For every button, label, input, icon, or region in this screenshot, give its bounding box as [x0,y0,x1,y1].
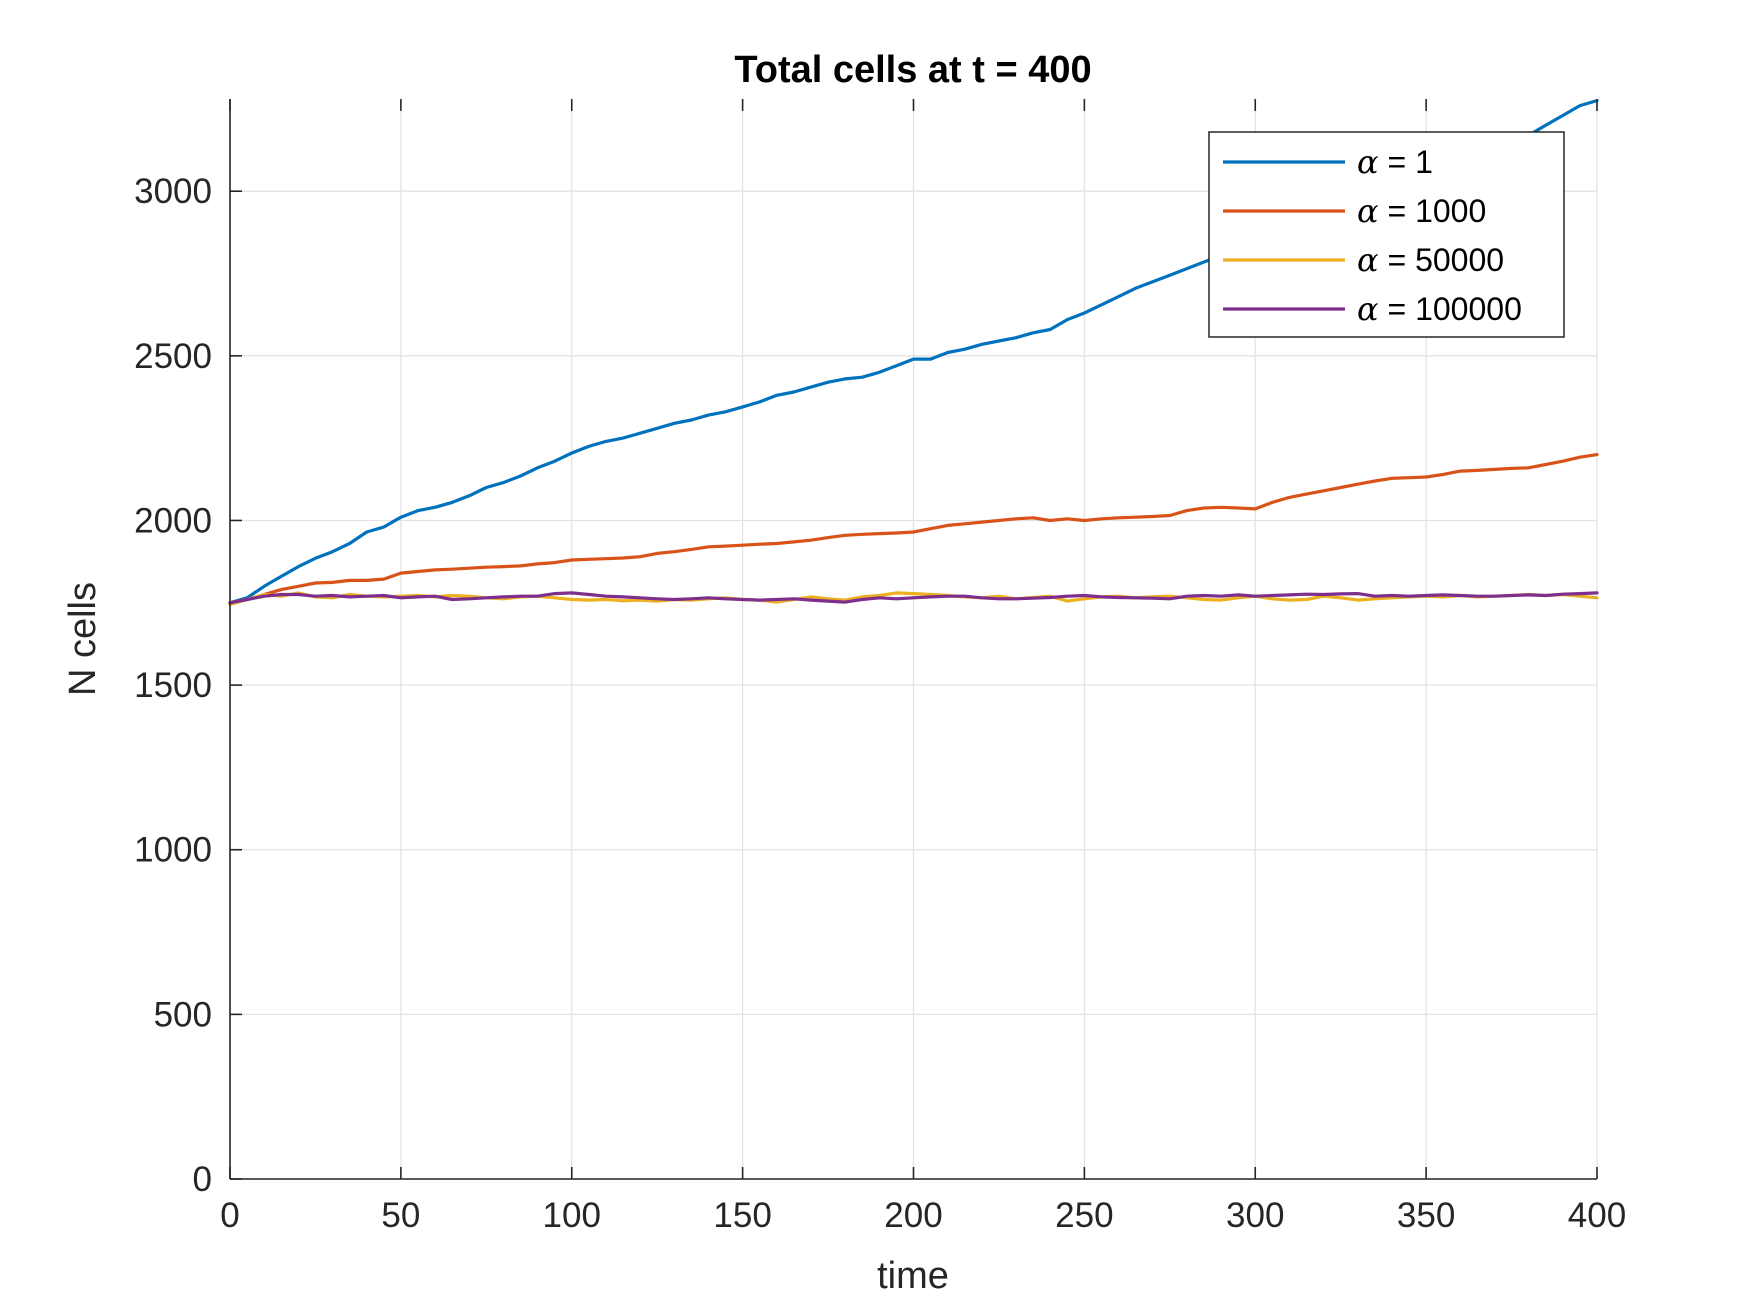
ticks: 0 50 100 150 200 250 300 350 400 0 500 1000 1500 2000… [134,99,1626,1235]
x-tick-label: 50 [381,1196,420,1235]
x-tick-label: 350 [1397,1196,1455,1235]
x-tick-label: 100 [543,1196,601,1235]
legend-entry-label: α = 50000 [1357,241,1504,279]
x-tick-label: 400 [1568,1196,1626,1235]
legend: α = 1 α = 1000 α = 50000 α = 100000 [1208,131,1565,338]
x-tick-label: 150 [713,1196,771,1235]
y-tick-label: 1000 [134,831,212,870]
legend-entry-label: α = 100000 [1357,290,1522,328]
y-tick-label: 500 [154,995,212,1034]
x-tick-label: 0 [220,1196,239,1235]
y-tick-label: 0 [193,1160,212,1199]
y-tick-label: 3000 [134,172,212,211]
legend-entry-label: α = 1000 [1357,192,1486,230]
x-tick-label: 200 [884,1196,942,1235]
y-tick-label: 2500 [134,337,212,376]
legend-entry-label: α = 1 [1357,143,1433,181]
series-line-3 [228,591,1599,605]
x-tick-label: 250 [1055,1196,1113,1235]
chart-title: Total cells at t = 400 [734,49,1091,91]
y-axis-label: N cells [62,582,104,696]
y-tick-label: 2000 [134,501,212,540]
series-line-2 [228,591,1599,607]
x-tick-label: 300 [1226,1196,1284,1235]
legend-box [1208,131,1565,338]
x-axis-label: time [877,1255,949,1297]
series-line-1 [228,453,1599,605]
y-tick-label: 1500 [134,666,212,705]
